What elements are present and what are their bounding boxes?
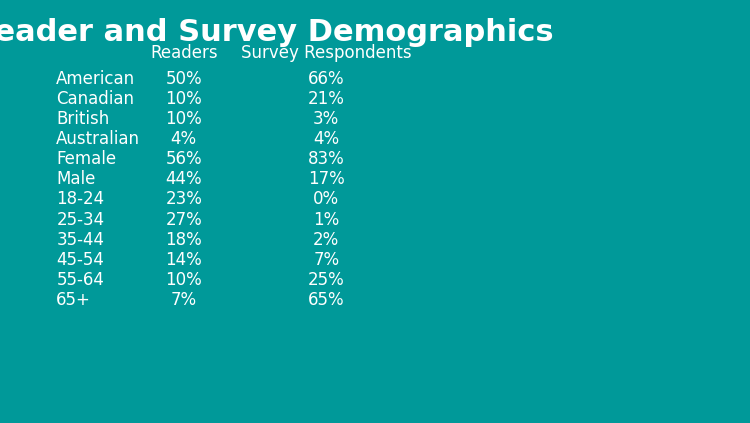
Text: Canadian: Canadian xyxy=(56,90,134,108)
Text: Female: Female xyxy=(56,150,116,168)
Text: 66%: 66% xyxy=(308,70,344,88)
Text: 35-44: 35-44 xyxy=(56,231,104,249)
Text: 65%: 65% xyxy=(308,291,344,309)
Text: 10%: 10% xyxy=(165,90,202,108)
Text: 23%: 23% xyxy=(165,190,202,209)
Text: 56%: 56% xyxy=(166,150,202,168)
Text: 17%: 17% xyxy=(308,170,344,188)
Text: 2%: 2% xyxy=(314,231,339,249)
Text: 50%: 50% xyxy=(166,70,202,88)
Text: 3%: 3% xyxy=(314,110,339,128)
Text: 18-24: 18-24 xyxy=(56,190,104,209)
Text: 1%: 1% xyxy=(314,211,339,228)
Text: 55-64: 55-64 xyxy=(56,271,104,289)
Text: Male: Male xyxy=(56,170,96,188)
Text: 27%: 27% xyxy=(165,211,202,228)
Text: 10%: 10% xyxy=(165,271,202,289)
Text: Australian: Australian xyxy=(56,130,140,148)
Text: 21%: 21% xyxy=(308,90,345,108)
Text: Reader and Survey Demographics: Reader and Survey Demographics xyxy=(0,18,554,47)
Text: 45-54: 45-54 xyxy=(56,251,104,269)
Text: 4%: 4% xyxy=(314,130,339,148)
Text: The general Reader data for gender and age is from previous years as GA4 is not : The general Reader data for gender and a… xyxy=(70,401,680,414)
Text: 44%: 44% xyxy=(166,170,202,188)
Text: 83%: 83% xyxy=(308,150,344,168)
Text: Results from Solo Traveler 2023 Reader Survey: SoloTravelerWorld.com: Results from Solo Traveler 2023 Reader S… xyxy=(138,378,612,391)
Text: 25-34: 25-34 xyxy=(56,211,104,228)
Text: 10%: 10% xyxy=(165,110,202,128)
Text: 18%: 18% xyxy=(165,231,202,249)
Text: 25%: 25% xyxy=(308,271,344,289)
Text: 4%: 4% xyxy=(171,130,196,148)
Text: Readers: Readers xyxy=(150,44,217,62)
Text: 7%: 7% xyxy=(171,291,196,309)
Text: 14%: 14% xyxy=(165,251,202,269)
Text: Survey Respondents: Survey Respondents xyxy=(241,44,412,62)
Text: British: British xyxy=(56,110,110,128)
Text: American: American xyxy=(56,70,135,88)
Text: 65+: 65+ xyxy=(56,291,92,309)
Text: 0%: 0% xyxy=(314,190,339,209)
Text: 7%: 7% xyxy=(314,251,339,269)
